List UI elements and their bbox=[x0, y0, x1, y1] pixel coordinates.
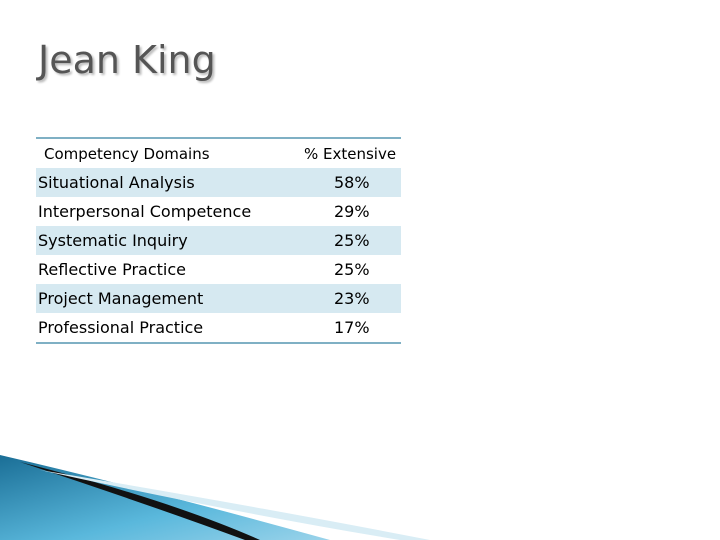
domain-cell: Systematic Inquiry bbox=[38, 231, 188, 250]
percent-cell: 58% bbox=[334, 173, 370, 192]
table-row: Systematic Inquiry 25% bbox=[36, 226, 401, 255]
table-row: Interpersonal Competence 29% bbox=[36, 197, 401, 226]
domain-cell: Professional Practice bbox=[38, 318, 204, 337]
swoosh-black bbox=[20, 462, 260, 540]
table-row: Project Management 23% bbox=[36, 284, 401, 313]
table-row: Situational Analysis 58% bbox=[36, 168, 401, 197]
column-header: Competency Domains bbox=[44, 144, 210, 163]
title: Jean King bbox=[38, 38, 216, 82]
swoosh-blue bbox=[0, 455, 330, 540]
domain-cell: Situational Analysis bbox=[38, 173, 195, 192]
table-row: Reflective Practice 25% bbox=[36, 255, 401, 284]
table: Competency Domains % Extensive Situation… bbox=[36, 137, 401, 344]
domain-cell: Project Management bbox=[38, 289, 204, 308]
percent-cell: 25% bbox=[334, 231, 370, 250]
percent-cell: 23% bbox=[334, 289, 370, 308]
domain-cell: Reflective Practice bbox=[38, 260, 186, 279]
swoosh-light bbox=[40, 470, 430, 540]
domain-cell: Interpersonal Competence bbox=[38, 202, 252, 221]
percent-cell: 25% bbox=[334, 260, 370, 279]
percent-cell: 29% bbox=[334, 202, 370, 221]
column-header: % Extensive bbox=[304, 144, 397, 163]
table-row: Professional Practice 17% bbox=[36, 313, 401, 342]
percent-cell: 17% bbox=[334, 318, 370, 337]
header-row: Competency Domains % Extensive bbox=[36, 139, 401, 168]
